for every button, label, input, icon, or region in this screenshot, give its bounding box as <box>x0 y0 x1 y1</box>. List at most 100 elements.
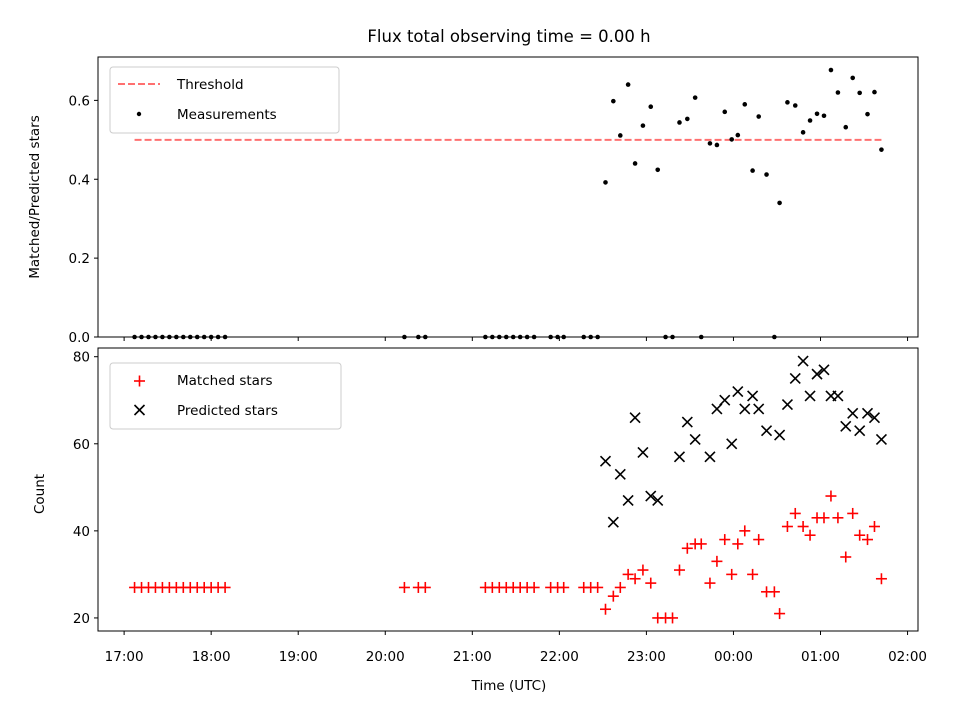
predicted-star-point <box>797 355 809 367</box>
matched-star-point <box>704 577 716 589</box>
bottom-y-tick-label: 40 <box>73 524 90 540</box>
top-legend: Threshold Measurements <box>109 66 340 134</box>
predicted-star-point <box>818 364 830 376</box>
matched-star-point <box>739 525 751 537</box>
top-legend-box <box>109 66 340 134</box>
bottom-x-tick-label: 02:00 <box>888 649 927 665</box>
measurement-point <box>640 123 646 128</box>
bottom-x-axis-label: Time (UTC) <box>471 678 547 694</box>
top-y-ticks: 0.0 0.2 0.4 0.6 <box>69 93 98 346</box>
predicted-star-point <box>847 407 859 419</box>
matched-star-point <box>832 512 844 524</box>
measurement-point <box>685 116 690 122</box>
matched-star-point <box>607 590 619 602</box>
measurement-point <box>865 111 870 117</box>
matched-star-point <box>840 551 852 563</box>
predicted-star-point <box>622 494 634 506</box>
predicted-star-point <box>875 433 888 445</box>
predicted-star-point <box>673 451 686 463</box>
bottom-x-tick-label: 00:00 <box>714 649 753 665</box>
predicted-star-point <box>868 412 881 424</box>
measurement-point <box>777 200 782 206</box>
predicted-star-point <box>861 407 874 419</box>
matched-star-point <box>797 521 809 533</box>
matched-star-point <box>804 529 816 541</box>
matched-star-point <box>854 529 866 541</box>
top-panel: Flux total observing time = 0.00 h Match… <box>27 27 919 346</box>
predicted-star-point <box>719 394 731 406</box>
matched-star-point <box>695 538 707 550</box>
measurement-point <box>850 75 856 81</box>
bottom-legend-box <box>109 362 342 430</box>
predicted-star-point <box>645 490 657 502</box>
measurement-point <box>814 111 820 117</box>
matched-star-point <box>667 612 679 624</box>
bottom-x-tick-label: 20:00 <box>366 649 405 665</box>
legend-threshold-label: Threshold <box>176 77 244 93</box>
predicted-star-point <box>753 403 765 415</box>
bottom-panel: Count Time (UTC) 20 40 60 80 17:00 18:00 19:0… <box>32 347 927 694</box>
top-axes-frame <box>97 56 919 338</box>
matched-star-point <box>592 581 604 593</box>
matched-star-point <box>681 542 693 554</box>
measurement-point <box>603 180 608 185</box>
top-plot-area <box>132 67 884 340</box>
bottom-x-tick-label: 21:00 <box>453 649 492 665</box>
measurement-point <box>692 95 698 100</box>
predicted-star-point <box>629 412 641 424</box>
predicted-star-point <box>789 372 801 385</box>
measurement-point <box>843 124 849 130</box>
matched-star-point <box>789 507 801 519</box>
matched-star-point <box>726 568 738 580</box>
matched-star-point <box>825 490 837 502</box>
matched-star-point <box>398 581 410 593</box>
measurement-point <box>764 172 769 177</box>
predicted-star-point <box>689 433 701 445</box>
predicted-star-point <box>840 420 852 432</box>
predicted-star-point <box>804 390 816 402</box>
bottom-x-tick-label: 19:00 <box>279 649 318 665</box>
measurement-point <box>729 137 735 142</box>
measurement-point <box>632 161 638 166</box>
predicted-star-point <box>732 385 744 398</box>
measurement-point <box>742 102 748 107</box>
measurement-point <box>857 90 862 96</box>
predicted-star-point <box>854 425 866 437</box>
matched-star-point <box>774 608 786 620</box>
predicted-star-point <box>614 468 626 480</box>
predicted-star-point <box>652 494 664 506</box>
predicted-star-point <box>832 390 844 402</box>
matched-star-point <box>781 521 793 533</box>
measurement-point <box>714 142 720 148</box>
matched-star-point <box>732 538 744 550</box>
measurement-point <box>750 168 755 173</box>
bottom-x-tick-label: 01:00 <box>801 649 840 665</box>
measurement-point <box>617 133 623 138</box>
bottom-y-axis-label: Count <box>32 474 48 514</box>
predicted-star-point <box>739 403 751 415</box>
predicted-star-point <box>599 455 612 467</box>
measurement-point <box>735 132 741 138</box>
measurement-point <box>611 98 616 104</box>
matched-star-point <box>875 573 887 585</box>
measurement-point <box>792 103 798 108</box>
predicted-star-point <box>681 416 693 428</box>
matched-star-point <box>768 586 780 598</box>
matched-star-point <box>868 521 880 533</box>
legend-measurements-swatch <box>136 111 142 117</box>
predicted-star-point <box>811 368 823 380</box>
matched-star-point <box>645 577 657 589</box>
bottom-legend: Matched stars Predicted stars <box>109 362 342 430</box>
measurement-point <box>872 89 877 95</box>
bottom-x-tick-label: 17:00 <box>105 649 144 665</box>
predicted-star-point <box>747 390 759 402</box>
matched-star-point <box>629 573 641 585</box>
bottom-y-tick-label: 80 <box>73 350 90 366</box>
matched-star-point <box>528 581 540 593</box>
predicted-star-point <box>607 516 619 528</box>
measurement-point <box>722 109 728 115</box>
bottom-y-ticks: 20 40 60 80 <box>73 350 98 627</box>
top-chart-title: Flux total observing time = 0.00 h <box>367 27 650 46</box>
top-y-tick-label: 0.2 <box>69 251 90 267</box>
